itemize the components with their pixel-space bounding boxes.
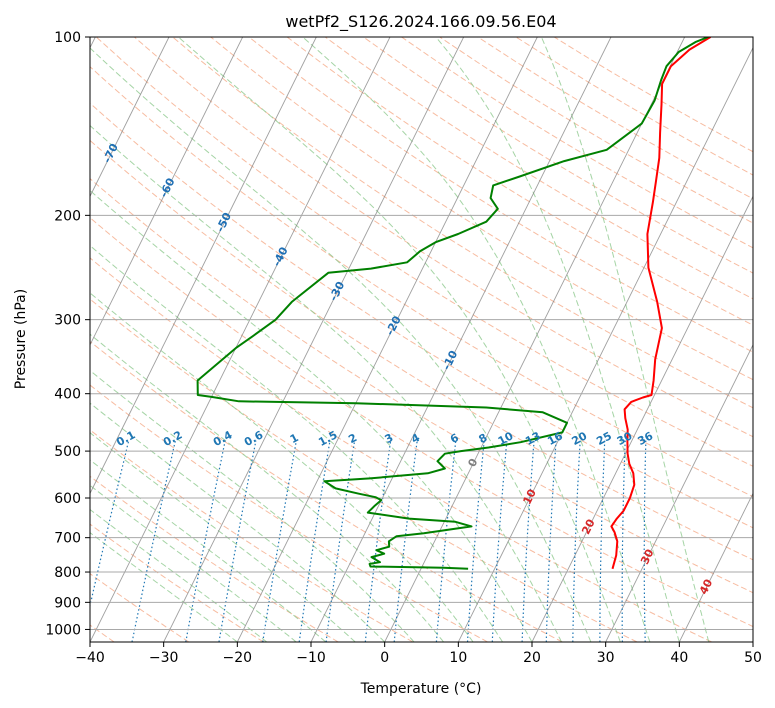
y-tick-label: 1000	[45, 622, 81, 638]
x-tick-label: 0	[380, 650, 389, 666]
mixing-ratio-line	[131, 440, 176, 642]
dry-adiabat	[90, 298, 638, 642]
mixing-ratio-line	[364, 440, 392, 642]
moist-adiabat	[90, 244, 503, 642]
dry-adiabat	[90, 384, 488, 642]
y-tick-label: 800	[54, 565, 81, 581]
background-lines	[90, 37, 753, 642]
dry-adiabat	[90, 102, 753, 529]
dry-adiabat	[90, 177, 753, 594]
mixing-ratio-label: 25	[594, 429, 614, 448]
dry-adiabat	[210, 37, 753, 381]
mixing-ratio-line	[393, 440, 418, 642]
y-tick-label: 900	[54, 595, 81, 611]
isotherm-line	[90, 37, 244, 346]
dewpoint-line	[196, 37, 709, 570]
mixing-ratio-label: 30	[615, 429, 635, 448]
mixing-ratio-label: 16	[545, 429, 565, 448]
moist-adiabat	[90, 124, 562, 642]
dry-adiabat	[90, 523, 264, 642]
isotherm-line	[605, 343, 753, 642]
temperature-line	[610, 37, 712, 570]
plot-frame	[89, 36, 754, 643]
moist-adiabat	[178, 37, 621, 642]
dry-adiabat	[286, 37, 753, 326]
moist-adiabat	[90, 292, 474, 642]
isotherm-line	[678, 492, 753, 642]
mixing-ratio-line	[643, 440, 647, 642]
isotherm-label-warm: 40	[697, 577, 716, 597]
mixing-ratio-line	[466, 440, 485, 642]
dry-adiabat	[90, 66, 753, 498]
moist-adiabat	[90, 333, 444, 642]
series-layer	[196, 37, 712, 570]
x-tick-label: 30	[597, 650, 615, 666]
dry-adiabat	[90, 573, 190, 642]
x-tick-label: 20	[523, 650, 541, 666]
dry-adiabat	[90, 340, 563, 642]
y-tick-label: 700	[54, 531, 81, 547]
x-tick-label: −30	[149, 650, 179, 666]
mixing-ratio-label: 20	[570, 429, 590, 448]
mixing-ratio-label: 36	[636, 429, 656, 448]
mixing-ratio-label: 10	[496, 429, 516, 448]
moist-adiabat	[540, 37, 710, 642]
isotherm-line	[310, 37, 612, 642]
moist-adiabat	[90, 189, 533, 642]
mixing-ratio-line	[545, 440, 557, 642]
moist-adiabat	[90, 431, 356, 642]
mixing-ratio-line	[491, 440, 508, 642]
dry-adiabat	[134, 37, 753, 438]
moist-adiabat	[90, 484, 297, 642]
isotherm-label-warm: 20	[579, 517, 598, 537]
isotherm-line	[163, 37, 465, 642]
x-tick-label: 40	[670, 650, 688, 666]
x-tick-label: −20	[223, 650, 253, 666]
mixing-ratio-line	[218, 440, 257, 642]
y-axis-label: Pressure (hPa)	[13, 289, 29, 389]
mixing-ratio-line	[621, 440, 626, 642]
dry-adiabat	[90, 257, 712, 642]
dry-adiabat	[90, 475, 339, 642]
isotherm-label-warm: 30	[638, 547, 657, 567]
y-tick-label: 500	[54, 444, 81, 460]
y-tick-label: 300	[54, 313, 81, 329]
mixing-ratio-line	[435, 440, 457, 642]
mixing-ratio-line	[298, 440, 331, 642]
isotherm-line	[457, 46, 753, 642]
moist-adiabat	[90, 47, 592, 642]
chart-title: wetPf2_S126.2024.166.09.56.E04	[285, 12, 556, 32]
mixing-ratio-line	[599, 440, 606, 642]
mixing-ratio-line	[325, 440, 356, 642]
y-tick-label: 200	[54, 208, 81, 224]
x-axis: −40 −30 −20 −10 0 10 20 30 40 50	[75, 642, 762, 666]
mixing-ratio-line	[185, 440, 226, 642]
y-axis: 100 200 300 400 500 600 700 800 900 1000	[45, 30, 90, 638]
y-tick-label: 600	[54, 491, 81, 507]
x-tick-label: −10	[296, 650, 326, 666]
moist-adiabat	[90, 459, 327, 642]
moist-adiabat	[90, 369, 415, 642]
isotherm-label-warm: 10	[521, 487, 540, 507]
mixing-ratio-line	[572, 440, 581, 642]
x-axis-label: Temperature (°C)	[360, 681, 482, 697]
isotherm-line	[90, 37, 170, 198]
mixing-ratio-label: 13	[523, 429, 543, 448]
y-tick-label: 100	[54, 30, 81, 46]
mixing-ratio-line	[521, 440, 535, 642]
isotherm-line	[384, 37, 686, 642]
moist-adiabat	[302, 37, 651, 642]
isotherm-line	[236, 37, 538, 642]
x-tick-label: −40	[75, 650, 105, 666]
x-tick-label: 10	[449, 650, 467, 666]
isotherm-line	[90, 37, 391, 642]
y-tick-label: 400	[54, 387, 81, 403]
mixing-ratio-line	[262, 440, 297, 642]
isotherm-line	[90, 37, 317, 495]
x-tick-label: 50	[744, 650, 762, 666]
isotherm-line	[531, 195, 753, 642]
